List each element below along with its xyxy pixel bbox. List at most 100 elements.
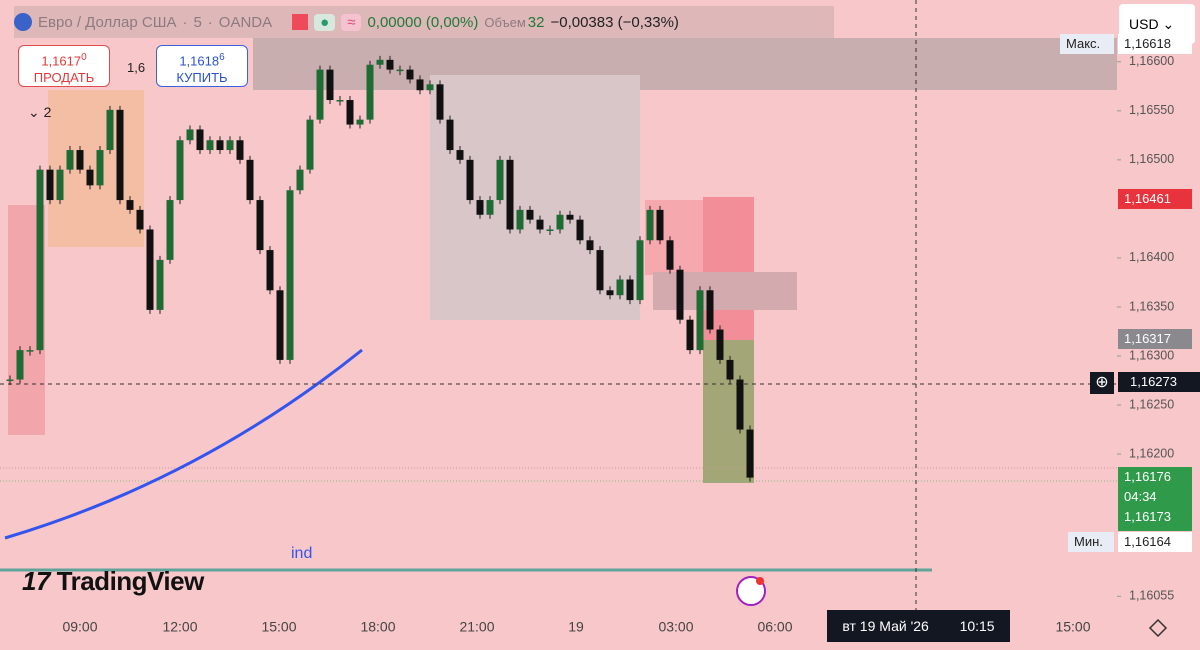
settings-icon[interactable]	[1148, 618, 1168, 638]
last-price-badge: 1,16176 04:34 1,16173	[1118, 467, 1192, 531]
candle	[166, 200, 174, 260]
sell-price: 1,1617	[41, 53, 82, 69]
candle	[546, 229, 554, 231]
candle	[646, 209, 654, 241]
candle	[336, 100, 344, 102]
candle	[726, 359, 734, 380]
candle	[216, 140, 224, 151]
change-zero: 0,00000 (0,00%)	[367, 13, 479, 31]
sell-button[interactable]: 1,16170 ПРОДАТЬ	[18, 45, 110, 87]
candle	[566, 214, 574, 220]
candle	[556, 214, 564, 230]
candle	[86, 169, 94, 186]
candle	[266, 250, 274, 291]
logo: 17 TradingView	[22, 566, 205, 596]
candle	[16, 350, 24, 380]
max-label: Макс.	[1060, 34, 1114, 54]
candle	[376, 59, 384, 65]
sell-label: ПРОДАТЬ	[33, 70, 95, 86]
x-tick-label: 03:00	[658, 619, 693, 635]
candle	[396, 69, 404, 72]
zone	[253, 38, 1117, 90]
candle	[656, 209, 664, 241]
candle	[536, 219, 544, 230]
candle	[316, 69, 324, 120]
candle	[286, 190, 294, 360]
candle	[466, 159, 474, 201]
sep: ·	[182, 13, 188, 31]
y-tick-label: 1,16550	[1129, 103, 1174, 117]
candle	[516, 209, 524, 230]
level-price: 1,16317	[1118, 329, 1192, 349]
volume: 32	[527, 13, 545, 31]
volume-label: Объем	[484, 14, 526, 30]
wave-icon: ≈	[341, 13, 362, 31]
y-tick-label: 1,16500	[1129, 152, 1174, 166]
zone	[645, 200, 703, 275]
symbol[interactable]: Евро / Доллар США	[38, 13, 177, 31]
candle	[486, 200, 494, 215]
candle	[246, 159, 254, 201]
min-label: Мин.	[1068, 532, 1114, 552]
exchange: OANDA	[218, 13, 273, 31]
candle	[206, 140, 214, 151]
indicator-line	[4, 348, 363, 540]
candle	[506, 159, 514, 230]
indicators-toggle[interactable]: ⌄ 2	[28, 104, 52, 120]
crosshair-price: 1,16273	[1118, 372, 1200, 392]
candle	[26, 350, 34, 352]
candle	[96, 150, 104, 186]
candle	[146, 229, 154, 310]
logo-text: TradingView	[56, 566, 205, 596]
sell-price-sup: 0	[81, 52, 87, 63]
candle	[116, 109, 124, 201]
candle	[46, 169, 54, 201]
min-value: 1,16164	[1118, 532, 1192, 552]
candle	[406, 69, 414, 80]
candle	[676, 269, 684, 320]
candle	[106, 109, 114, 151]
candle	[176, 140, 184, 201]
candle	[276, 290, 284, 360]
candle	[576, 219, 584, 241]
currency: USD	[1129, 16, 1159, 32]
candle	[326, 69, 334, 101]
candle	[426, 84, 434, 91]
candle	[616, 279, 624, 296]
candle	[636, 240, 644, 301]
change: −0,00383 (−0,33%)	[550, 13, 679, 31]
candle	[686, 319, 694, 351]
max-value: 1,16618	[1118, 34, 1192, 54]
candle	[136, 209, 144, 230]
x-tick-label: 21:00	[459, 619, 494, 635]
candle	[586, 240, 594, 251]
candle	[476, 200, 484, 215]
candle	[66, 150, 74, 170]
crosshair-date: вт 19 Май '26	[842, 618, 929, 634]
crosshair-plus[interactable]: ⊕	[1090, 372, 1114, 394]
candle	[386, 59, 394, 70]
y-tick-label: 1,16350	[1129, 299, 1174, 313]
countdown: 04:34	[1124, 489, 1157, 504]
candle	[196, 129, 204, 151]
x-tick-label: 09:00	[62, 619, 97, 635]
candle	[526, 209, 534, 220]
interval[interactable]: 5	[193, 13, 202, 31]
x-tick-label: 18:00	[360, 619, 395, 635]
candle	[306, 119, 314, 170]
x-tick-label: 15:00	[261, 619, 296, 635]
buy-button[interactable]: 1,16186 КУПИТЬ	[156, 45, 248, 87]
y-tick-label: 1,16200	[1129, 446, 1174, 460]
candle	[696, 290, 704, 351]
candle	[6, 379, 14, 382]
zone	[48, 90, 144, 247]
flag-icon[interactable]	[292, 14, 309, 30]
legend-header: Евро / Доллар США · 5 · OANDA ● ≈ 0,00000 …	[14, 6, 834, 38]
candle	[256, 200, 264, 251]
candle	[296, 169, 304, 191]
candle	[186, 129, 194, 141]
candle	[746, 429, 754, 478]
candle	[356, 119, 364, 125]
